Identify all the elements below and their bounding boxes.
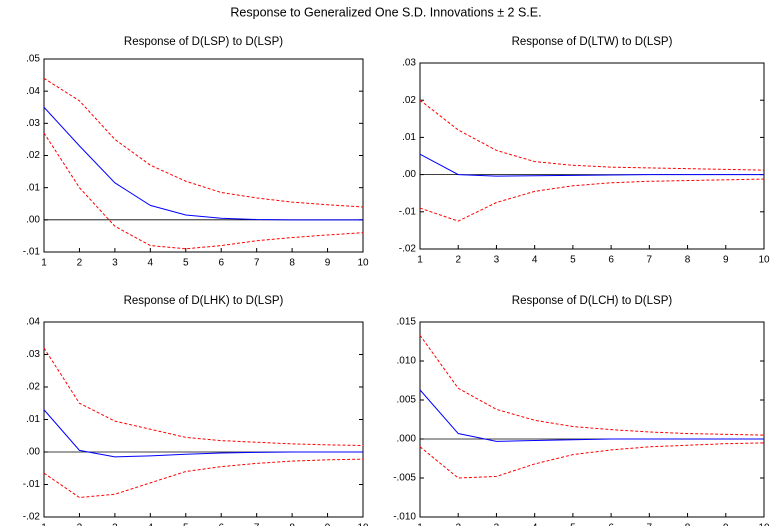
series-line	[419, 178, 765, 222]
y-tick-label: .03	[26, 118, 40, 129]
x-tick-label: 7	[647, 255, 653, 266]
y-tick-label: -.01	[399, 206, 417, 217]
x-tick-label: 9	[325, 258, 331, 269]
x-tick-label: 1	[41, 258, 47, 269]
x-tick-label: 7	[647, 523, 653, 526]
x-tick-label: 3	[494, 255, 500, 266]
y-tick-label: .02	[26, 150, 40, 161]
series-line	[419, 389, 764, 442]
x-tick-label: 1	[41, 523, 47, 526]
y-tick-label: -.010	[393, 512, 416, 523]
panel-title: Response of D(LHK) to D(LSP)	[124, 295, 284, 307]
y-tick-label: .01	[26, 414, 40, 425]
x-tick-label: 10	[758, 523, 770, 526]
x-tick-label: 6	[608, 255, 614, 266]
panel-title: Response of D(LCH) to D(LSP)	[512, 295, 673, 307]
y-tick-label: .04	[26, 86, 40, 97]
x-tick-label: 4	[532, 255, 538, 266]
x-tick-label: 9	[723, 255, 729, 266]
x-tick-label: 7	[254, 523, 260, 526]
x-tick-label: 10	[357, 523, 369, 526]
y-tick-label: -.01	[23, 479, 41, 490]
y-tick-label: -.02	[23, 512, 41, 523]
x-tick-label: 3	[494, 523, 500, 526]
x-tick-label: 9	[325, 523, 331, 526]
x-tick-label: 2	[77, 258, 83, 269]
plot-frame	[419, 321, 765, 518]
panel-title: Response of D(LSP) to D(LSP)	[124, 36, 283, 48]
x-tick-label: 8	[289, 258, 295, 269]
x-tick-label: 4	[148, 258, 154, 269]
x-tick-label: 5	[570, 523, 576, 526]
x-tick-label: 5	[183, 523, 189, 526]
x-tick-label: 1	[417, 523, 423, 526]
x-tick-label: 3	[112, 523, 118, 526]
x-tick-label: 5	[183, 258, 189, 269]
x-tick-label: 1	[417, 255, 423, 266]
series-line	[43, 77, 364, 208]
plot-frame	[43, 321, 364, 518]
y-tick-label: .05	[26, 54, 40, 65]
x-tick-label: 8	[685, 523, 691, 526]
series-line	[419, 153, 764, 177]
series-line	[43, 458, 364, 499]
chart-title: Response to Generalized One S.D. Innovat…	[230, 5, 541, 19]
x-tick-label: 4	[532, 523, 538, 526]
series-line	[43, 347, 364, 446]
y-tick-label: -.02	[399, 244, 417, 255]
x-tick-label: 5	[570, 255, 576, 266]
x-tick-label: 10	[758, 255, 770, 266]
x-tick-label: 9	[723, 523, 729, 526]
series-line	[419, 334, 765, 436]
y-tick-label: .03	[402, 58, 416, 69]
y-tick-label: -.01	[23, 247, 41, 258]
y-tick-label: .00	[26, 214, 40, 225]
y-tick-label: .04	[26, 317, 40, 328]
y-tick-label: .005	[397, 395, 417, 406]
plot-frame	[419, 62, 765, 250]
y-tick-label: .03	[26, 349, 40, 360]
y-tick-label: .01	[26, 182, 40, 193]
x-tick-label: 10	[357, 258, 369, 269]
y-tick-label: .00	[402, 169, 416, 180]
x-tick-label: 6	[608, 523, 614, 526]
x-tick-label: 8	[289, 523, 295, 526]
y-tick-label: .015	[397, 317, 417, 328]
y-tick-label: .010	[397, 356, 417, 367]
x-tick-label: 2	[455, 255, 461, 266]
series-line	[43, 409, 363, 458]
series-line	[43, 106, 363, 221]
x-tick-label: 8	[685, 255, 691, 266]
x-tick-label: 4	[148, 523, 154, 526]
y-tick-label: .01	[402, 132, 416, 143]
x-tick-label: 6	[218, 258, 224, 269]
y-tick-label: .02	[26, 382, 40, 393]
x-tick-label: 7	[254, 258, 260, 269]
y-tick-label: -.005	[393, 473, 416, 484]
x-tick-label: 6	[218, 523, 224, 526]
y-tick-label: .00	[26, 447, 40, 458]
series-line	[419, 99, 765, 171]
plot-frame	[43, 58, 364, 253]
y-tick-label: .02	[402, 95, 416, 106]
y-tick-label: .000	[397, 434, 417, 445]
x-tick-label: 2	[455, 523, 461, 526]
x-tick-label: 3	[112, 258, 118, 269]
x-tick-label: 2	[77, 523, 83, 526]
panel-title: Response of D(LTW) to D(LSP)	[512, 36, 673, 48]
series-line	[43, 132, 364, 250]
series-line	[419, 442, 765, 479]
